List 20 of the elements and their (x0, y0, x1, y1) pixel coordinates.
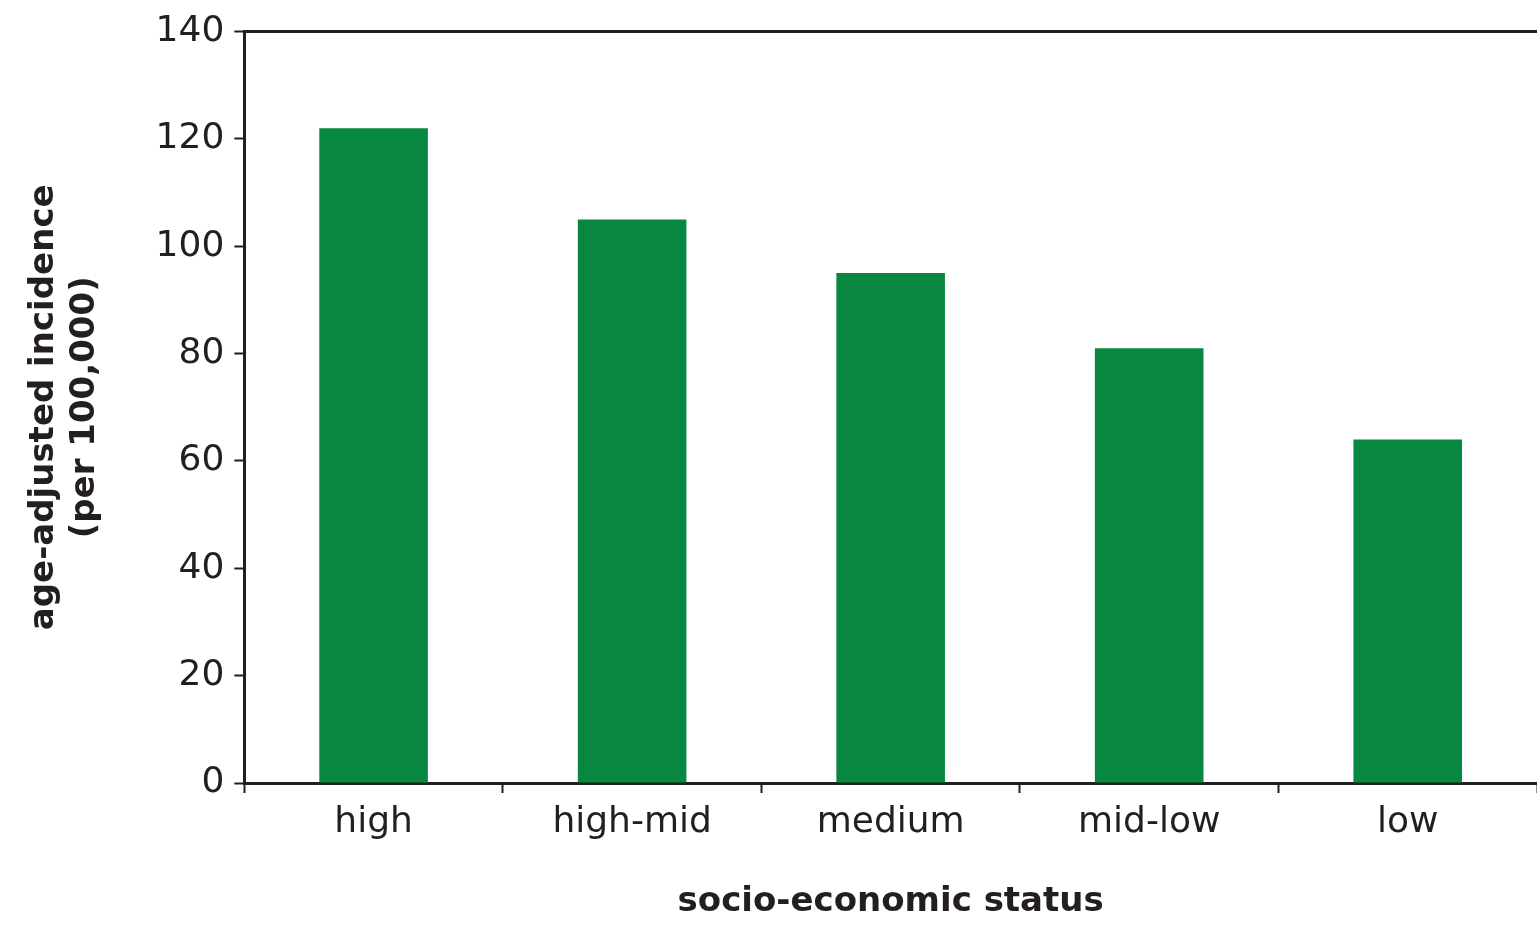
y-axis-title: age-adjusted incidence (per 100,000) (21, 184, 103, 631)
bar (319, 128, 428, 783)
y-tick-label: 60 (178, 437, 225, 479)
y-tick-label: 0 (201, 759, 225, 801)
x-axis-title: socio-economic status (677, 879, 1104, 920)
y-tick-label: 20 (178, 652, 225, 694)
x-tick-label: low (1376, 798, 1439, 840)
bar (577, 219, 687, 783)
y-tick-label: 40 (178, 544, 225, 586)
y-tick-label: 100 (155, 222, 225, 264)
bar (1353, 439, 1463, 783)
bar (1094, 348, 1204, 783)
x-tick-label: mid-low (1078, 798, 1221, 840)
x-tick-label: high (334, 798, 413, 840)
x-tick-label: high-mid (552, 798, 712, 840)
y-tick-label: 140 (155, 7, 225, 49)
bar (836, 273, 945, 783)
y-tick-label: 120 (155, 115, 225, 157)
y-tick-label: 80 (178, 329, 225, 371)
x-tick-label: medium (816, 798, 965, 840)
